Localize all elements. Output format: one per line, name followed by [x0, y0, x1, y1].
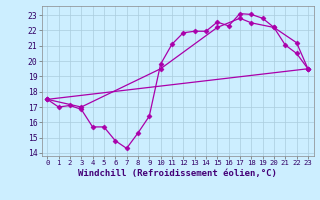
X-axis label: Windchill (Refroidissement éolien,°C): Windchill (Refroidissement éolien,°C) [78, 169, 277, 178]
